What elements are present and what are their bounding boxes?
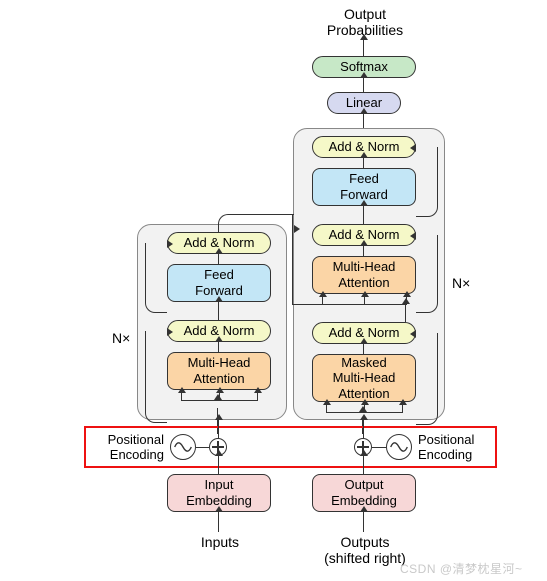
skip-dec-3 [416,147,438,217]
nx-decoder: N× [452,275,470,291]
highlight-box [84,426,497,468]
arrow [363,246,364,256]
arrow [363,512,364,532]
enc-to-dec-down [292,214,293,304]
skip-dec-2 [416,235,438,313]
enc-to-dec-h [292,304,322,305]
encoder-mha: Multi-Head Attention [167,352,271,390]
watermark: CSDN @清梦枕星河~ [400,560,523,577]
arrow [363,78,364,92]
enc-to-dec [218,214,294,232]
cross-attn-inputs [322,304,406,305]
cross-attention: Multi-Head Attention [312,256,416,294]
arrow [363,420,364,438]
arrow [363,456,364,474]
skip-dec-1 [416,333,438,425]
arrow [363,40,364,56]
arrow [363,206,364,224]
arrow [363,114,364,128]
masked-mha-inputs [326,412,402,413]
arrow [218,342,219,352]
enc-mha-inputs [181,400,257,401]
arrow [218,420,219,438]
nx-encoder: N× [112,330,130,346]
arrow [218,456,219,474]
arrow [218,254,219,264]
skip-enc-2 [145,243,167,313]
arrow [363,158,364,168]
inputs-label: Inputs [180,534,260,550]
masked-mha: Masked Multi-Head Attention [312,354,416,402]
arrow [218,512,219,532]
arrow [363,344,364,354]
arrow [218,302,219,320]
skip-enc-1 [145,331,167,423]
